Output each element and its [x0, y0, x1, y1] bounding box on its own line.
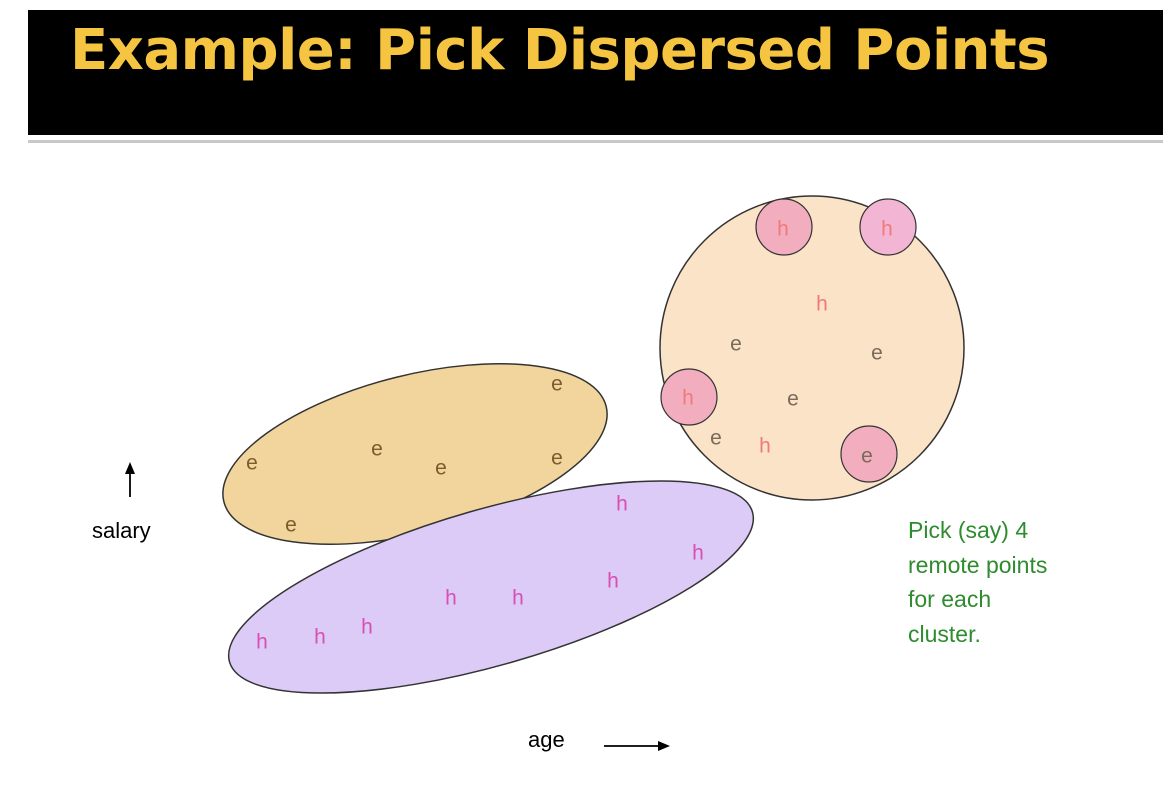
h-cluster-point: h: [361, 616, 373, 639]
instruction-note: Pick (say) 4 remote points for each clus…: [908, 513, 1148, 651]
salary-arrowhead: [125, 462, 135, 474]
e-cluster-point: e: [246, 452, 258, 475]
remote-point-marker: [840, 425, 898, 483]
mixed-cluster-point: e: [710, 427, 722, 450]
h-cluster-point: h: [607, 570, 619, 593]
mixed-cluster-point: h: [816, 293, 828, 316]
h-cluster-point: h: [256, 631, 268, 654]
y-axis-label: salary: [92, 518, 151, 543]
remote-point-marker: [859, 198, 917, 256]
h-cluster-point: h: [616, 493, 628, 516]
h-cluster-point: h: [445, 587, 457, 610]
title-divider: [28, 140, 1163, 143]
e-cluster-point: e: [285, 514, 297, 537]
mixed-cluster-point: e: [871, 342, 883, 365]
note-line: for each: [908, 586, 992, 612]
mixed-cluster-point: h: [881, 218, 893, 241]
note-line: cluster.: [908, 620, 981, 647]
mixed-cluster-point: h: [682, 387, 694, 410]
title-bar: [28, 10, 1163, 135]
mixed-cluster-point: e: [730, 333, 742, 356]
remote-point-marker: [660, 368, 718, 426]
age-arrowhead: [658, 741, 670, 751]
mixed-cluster-point: h: [777, 218, 789, 241]
h-cluster-point: h: [692, 542, 704, 565]
mixed-cluster-point: e: [861, 445, 873, 468]
mixed-cluster-region: [659, 195, 965, 501]
e-cluster-point: e: [551, 447, 563, 470]
e-cluster-point: e: [435, 457, 447, 480]
h-cluster-point: h: [314, 626, 326, 649]
mixed-cluster-point: e: [787, 388, 799, 411]
x-axis-label: age: [528, 727, 565, 752]
note-line: remote points: [908, 551, 1048, 578]
mixed-cluster-point: h: [759, 435, 771, 458]
note-line: Pick (say) 4: [908, 517, 1029, 543]
e-cluster-point: e: [371, 438, 383, 461]
e-cluster-point: e: [551, 373, 563, 396]
h-cluster-region: [227, 480, 755, 694]
h-cluster-point: h: [512, 587, 524, 610]
remote-point-marker: [755, 198, 813, 256]
slide-title: Example: Pick Dispersed Points: [70, 18, 1050, 83]
